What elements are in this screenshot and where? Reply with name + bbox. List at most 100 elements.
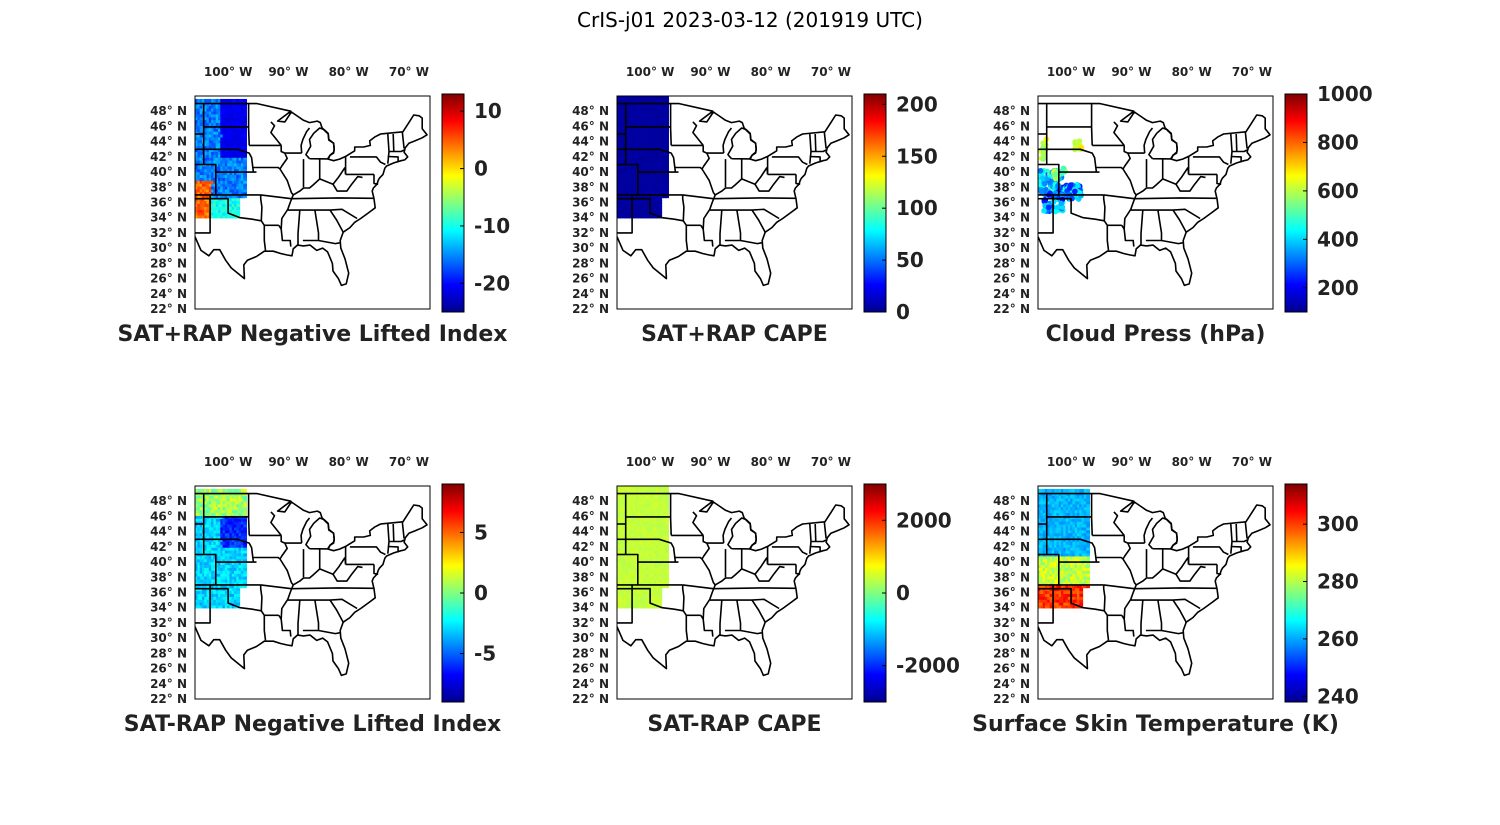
data-point (1083, 506, 1088, 511)
data-point (227, 179, 231, 184)
data-point (231, 523, 236, 528)
data-point (206, 494, 211, 499)
data-point (651, 587, 656, 592)
data-point (1067, 520, 1072, 525)
data-point (234, 182, 238, 187)
data-point (1060, 578, 1065, 583)
data-point (646, 546, 651, 551)
data-point (665, 185, 669, 190)
data-point (1060, 494, 1065, 499)
data-point (656, 127, 660, 132)
data-point (1074, 543, 1079, 548)
map-frame (616, 485, 853, 700)
data-point (633, 567, 637, 571)
data-point (204, 520, 209, 525)
data-point (220, 182, 225, 187)
data-point (224, 208, 229, 213)
data-point (658, 572, 663, 577)
data-point (660, 171, 665, 176)
data-point (651, 205, 656, 210)
data-point (644, 188, 649, 193)
data-point (231, 558, 236, 563)
data-point (660, 523, 665, 528)
data-point (217, 558, 222, 563)
data-point (649, 604, 653, 609)
data-point (1070, 517, 1074, 522)
data-point (238, 191, 243, 196)
data-point (619, 558, 624, 563)
data-point (211, 584, 215, 589)
data-point (211, 500, 215, 505)
data-point (651, 133, 656, 138)
data-point (1047, 567, 1052, 571)
data-point (236, 532, 241, 537)
data-point (1040, 555, 1045, 560)
data-point (1081, 532, 1086, 537)
lon-tick-label: 70° W (1232, 65, 1272, 79)
data-point (642, 578, 647, 583)
data-point (628, 179, 633, 184)
data-point (653, 543, 658, 548)
data-point (619, 139, 624, 144)
data-point (229, 546, 234, 551)
data-point (617, 127, 621, 132)
data-point (204, 116, 209, 121)
data-point (653, 526, 658, 531)
data-point (646, 188, 651, 193)
data-point (1067, 569, 1072, 574)
data-point (204, 182, 209, 187)
data-point (656, 575, 660, 580)
data-point (1077, 532, 1081, 537)
data-point (217, 564, 222, 568)
data-point (229, 529, 234, 534)
data-point (231, 590, 236, 594)
data-point (1077, 546, 1081, 551)
data-point (617, 203, 621, 207)
data-point (195, 540, 199, 545)
data-point (1063, 569, 1068, 574)
data-point (240, 500, 245, 505)
data-point (222, 104, 227, 109)
data-point (644, 569, 649, 574)
data-point (665, 168, 669, 173)
colorbar-tick-label: 100 (896, 196, 938, 220)
data-point (1070, 587, 1074, 592)
data-point (1072, 558, 1077, 563)
panel-sat-rap-negative-lifted-index: 100° W 90° W 80° W 70° W 48° N 46° N 44° N 42° … (60, 60, 511, 360)
data-point (1074, 555, 1079, 560)
data-point (642, 116, 647, 121)
data-point (1077, 575, 1081, 580)
data-point (662, 104, 667, 109)
data-point (1041, 180, 1048, 187)
data-point (199, 188, 204, 193)
data-point (220, 488, 225, 493)
data-point (639, 194, 644, 199)
data-point (238, 526, 243, 531)
data-point (1067, 595, 1072, 600)
lon-tick-label: 100° W (626, 455, 674, 469)
data-point (1049, 526, 1054, 531)
data-point (206, 136, 211, 141)
data-point (1079, 558, 1084, 563)
data-point (637, 130, 642, 135)
data-point (653, 549, 658, 554)
data-point (637, 543, 642, 548)
data-point (630, 179, 635, 184)
data-point (1042, 584, 1047, 589)
data-point (662, 517, 667, 522)
data-point (1072, 567, 1077, 571)
data-point (651, 509, 656, 513)
data-point (215, 179, 220, 184)
data-point (1070, 523, 1074, 528)
data-point (195, 127, 199, 132)
data-point (231, 503, 236, 508)
data-point (1065, 572, 1070, 577)
data-point (623, 179, 628, 184)
data-point (236, 133, 241, 138)
data-point (639, 156, 644, 161)
data-point (238, 165, 243, 170)
data-point (220, 205, 225, 210)
data-point (197, 514, 202, 519)
data-point (665, 122, 669, 126)
data-point (227, 104, 231, 109)
